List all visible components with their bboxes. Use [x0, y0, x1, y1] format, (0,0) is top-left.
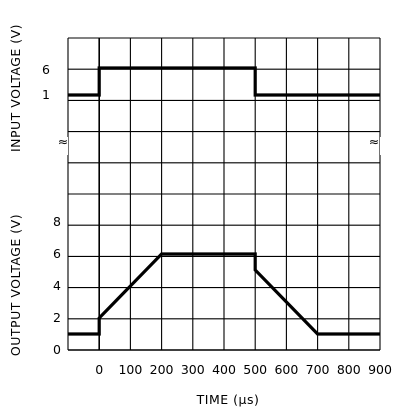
x-tick-label: 0 — [95, 362, 103, 377]
output-ytick-label-8: 8 — [53, 214, 61, 229]
x-axis-label: TIME (µs) — [196, 392, 260, 407]
output-ytick-label-6: 6 — [53, 246, 61, 261]
input-ytick-label-6: 6 — [42, 62, 50, 77]
break-gap-left — [59, 137, 68, 155]
output-ytick-label-4: 4 — [53, 278, 61, 293]
x-tick-label: 200 — [150, 362, 174, 377]
x-tick-label: 400 — [212, 362, 236, 377]
input-voltage-trace — [68, 66, 380, 97]
grid — [59, 37, 389, 351]
x-tick-label: 700 — [306, 362, 330, 377]
x-tick-labels: 0 100 200 300 400 500 600 700 800 900 — [95, 362, 392, 377]
x-tick-label: 800 — [337, 362, 361, 377]
input-panel: 1 6 INPUT VOLTAGE (V) — [8, 24, 50, 152]
output-panel: 0 2 4 6 8 OUTPUT VOLTAGE (V) — [8, 214, 61, 357]
axis-break-right: ≈ — [369, 134, 379, 149]
x-tick-label: 300 — [181, 362, 205, 377]
x-tick-label: 600 — [274, 362, 298, 377]
output-ytick-label-0: 0 — [53, 342, 61, 357]
traces — [68, 66, 380, 336]
output-ytick-label-2: 2 — [53, 310, 61, 325]
axis-break-left: ≈ — [58, 134, 68, 149]
axis-break-marks: ≈ ≈ — [58, 134, 379, 149]
input-ylabel: INPUT VOLTAGE (V) — [8, 24, 23, 152]
x-tick-label: 100 — [118, 362, 142, 377]
x-tick-label: 900 — [368, 362, 392, 377]
input-ytick-label-1: 1 — [42, 87, 50, 102]
x-tick-label: 500 — [243, 362, 267, 377]
output-ylabel: OUTPUT VOLTAGE (V) — [8, 214, 23, 356]
break-gap-right — [380, 137, 389, 155]
output-voltage-trace — [68, 252, 380, 336]
